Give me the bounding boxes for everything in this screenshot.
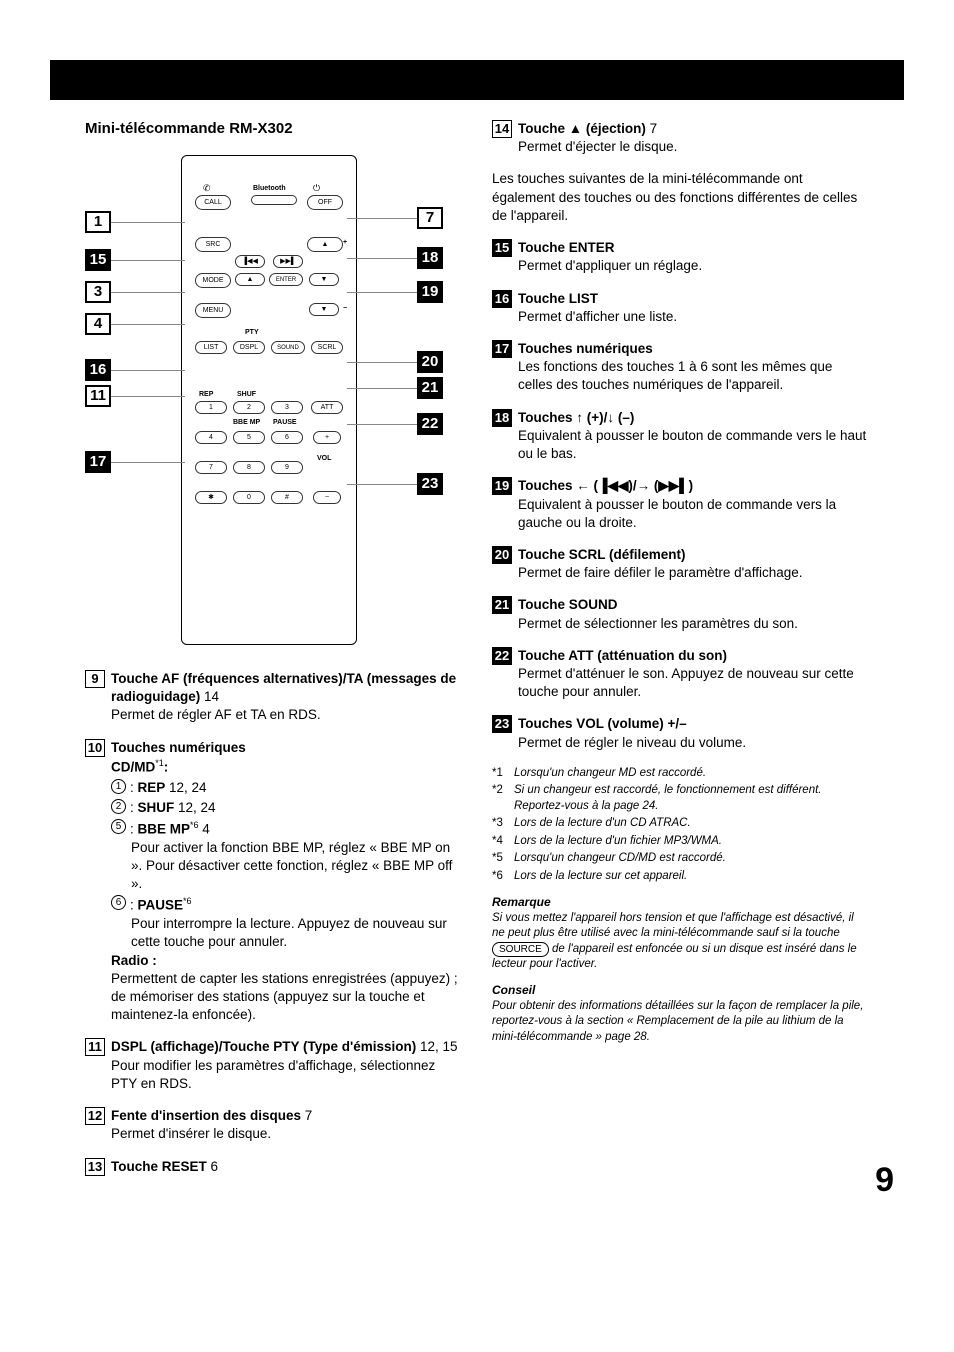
num-4: 4 (195, 431, 227, 444)
num-8: 8 (233, 461, 265, 474)
eject-button: ▲ (307, 237, 343, 252)
right-column: 14Touche ▲ (éjection) 7Permet d'éjecter … (492, 120, 869, 1190)
callout-19: 19 (417, 281, 443, 303)
scrl-button: SCRL (311, 341, 343, 354)
footnote: *5Lorsqu'un changeur CD/MD est raccordé. (492, 851, 869, 867)
callout-3: 3 (85, 281, 111, 303)
footnote: *4Lors de la lecture d'un fichier MP3/WM… (492, 834, 869, 850)
off-button: OFF (307, 195, 343, 210)
remote-body (181, 155, 357, 645)
callout-23: 23 (417, 473, 443, 495)
callout-22: 22 (417, 413, 443, 435)
item-19: 19Touches ← (▐◀◀)/→ (▶▶▌)Equivalent à po… (492, 477, 869, 532)
remarque-header: Remarque (492, 895, 869, 909)
slot (251, 195, 297, 205)
conseil-text: Pour obtenir des informations détaillées… (492, 999, 869, 1046)
header-bar (50, 60, 904, 100)
list-button: LIST (195, 341, 227, 354)
prev-icon: ▐◀◀ (235, 255, 265, 268)
vol-minus: − (313, 491, 341, 504)
callout-11: 11 (85, 385, 111, 407)
num-5: 5 (233, 431, 265, 444)
page-number: 9 (875, 1161, 894, 1200)
item-16: 16Touche LISTPermet d'afficher une liste… (492, 290, 869, 326)
item-20: 20Touche SCRL (défilement)Permet de fair… (492, 546, 869, 582)
num-0: 0 (233, 491, 265, 504)
num-6: 6 (271, 431, 303, 444)
callout-20: 20 (417, 351, 443, 373)
callout-15: 15 (85, 249, 111, 271)
power-icon: ⏻ (313, 183, 320, 194)
menu-button: MENU (195, 303, 231, 318)
minus-label: − (343, 305, 347, 312)
item-18: 18Touches ↑ (+)/↓ (–)Equivalent à pousse… (492, 409, 869, 464)
att-button: ATT (311, 401, 343, 414)
footnote: *2Si un changeur est raccordé, le foncti… (492, 783, 869, 814)
section-title: Mini-télécommande RM-X302 (85, 120, 462, 137)
call-button: CALL (195, 195, 231, 210)
down2-button: ▼ (309, 303, 339, 316)
num-7: 7 (195, 461, 227, 474)
sym-star: ✱ (195, 491, 227, 504)
footnote: *6Lors de la lecture sur cet appareil. (492, 869, 869, 885)
phone-icon: ✆ (203, 183, 211, 194)
remote-diagram: ✆ Bluetooth ⏻ CALL OFF SRC ▲ + ▐◀◀ ▶▶▌ M… (85, 155, 445, 645)
remarque-text: Si vous mettez l'appareil hors tension e… (492, 911, 869, 973)
right-intro: Les touches suivantes de la mini-télécom… (492, 170, 869, 225)
bluetooth-label: Bluetooth (253, 185, 286, 192)
plus-label: + (343, 239, 347, 246)
pty-label: PTY (245, 329, 259, 336)
num-9: 9 (271, 461, 303, 474)
source-button-inline: SOURCE (492, 942, 549, 958)
sym-hash: # (271, 491, 303, 504)
item-15: 15Touche ENTERPermet d'appliquer un régl… (492, 239, 869, 275)
item-14: 14Touche ▲ (éjection) 7Permet d'éjecter … (492, 120, 869, 156)
vol-plus: + (313, 431, 341, 444)
item-11: 11DSPL (affichage)/Touche PTY (Type d'ém… (85, 1038, 462, 1093)
num-1: 1 (195, 401, 227, 414)
footnote: *3Lors de la lecture d'un CD ATRAC. (492, 816, 869, 832)
callout-7: 7 (417, 207, 443, 229)
down-button: ▼ (309, 273, 339, 286)
callout-4: 4 (85, 313, 111, 335)
item-21: 21Touche SOUNDPermet de sélectionner les… (492, 596, 869, 632)
bbemp-label: BBE MP (233, 419, 260, 426)
up-button: ▲ (235, 273, 265, 286)
enter-button: ENTER (269, 273, 303, 286)
sound-button: SOUND (271, 341, 305, 354)
next-icon: ▶▶▌ (273, 255, 303, 268)
callout-1: 1 (85, 211, 111, 233)
item-22: 22Touche ATT (atténuation du son)Permet … (492, 647, 869, 702)
rep-label: REP (199, 391, 213, 398)
left-column: Mini-télécommande RM-X302 ✆ Bluetooth ⏻ … (85, 120, 462, 1190)
callout-21: 21 (417, 377, 443, 399)
num-3: 3 (271, 401, 303, 414)
callout-16: 16 (85, 359, 111, 381)
num-2: 2 (233, 401, 265, 414)
pause-label: PAUSE (273, 419, 297, 426)
footnote: *1Lorsqu'un changeur MD est raccordé. (492, 766, 869, 782)
mode-button: MODE (195, 273, 231, 288)
callout-18: 18 (417, 247, 443, 269)
item-12: 12Fente d'insertion des disques 7Permet … (85, 1107, 462, 1143)
item-9: 9Touche AF (fréquences alternatives)/TA … (85, 670, 462, 725)
vol-label: VOL (317, 455, 331, 462)
conseil-header: Conseil (492, 983, 869, 997)
item-13: 13Touche RESET 6 (85, 1158, 462, 1176)
item-10: 10Touches numériquesCD/MD*1:1: REP 12, 2… (85, 739, 462, 1025)
item-23: 23Touches VOL (volume) +/–Permet de régl… (492, 715, 869, 751)
shuf-label: SHUF (237, 391, 256, 398)
callout-17: 17 (85, 451, 111, 473)
item-17: 17Touches numériquesLes fonctions des to… (492, 340, 869, 395)
dspl-button: DSPL (233, 341, 265, 354)
src-button: SRC (195, 237, 231, 252)
